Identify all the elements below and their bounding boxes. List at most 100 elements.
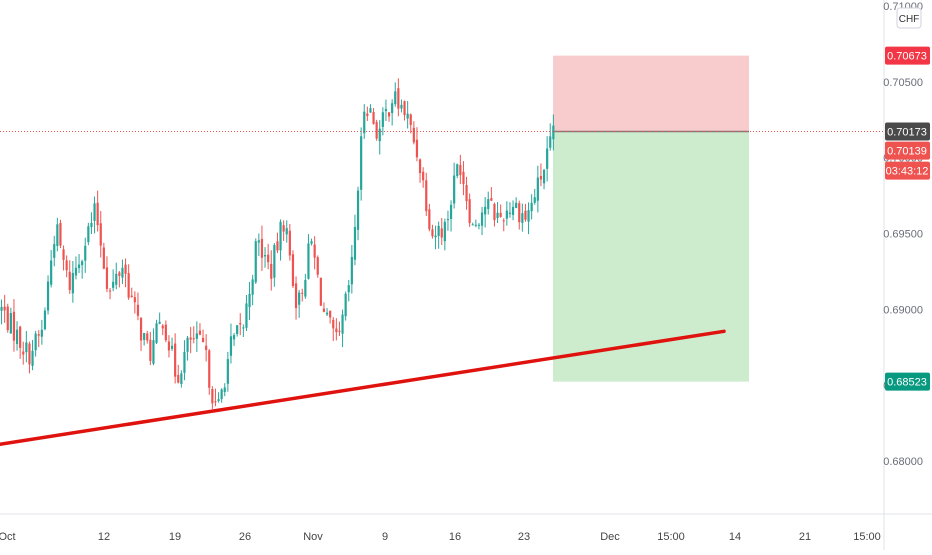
candle-body: [425, 180, 428, 212]
time-tick-label: 23: [518, 531, 530, 543]
candle-body: [251, 279, 254, 295]
candle-body: [65, 260, 68, 271]
candle: [270, 250, 273, 291]
candle: [549, 123, 552, 151]
candle-body: [192, 338, 195, 340]
candle: [539, 163, 543, 187]
candle-body: [499, 212, 502, 217]
candle-body: [453, 175, 456, 204]
candle: [552, 114, 555, 151]
candle-body: [471, 224, 474, 226]
candle: [43, 307, 47, 331]
candle: [443, 218, 446, 251]
candle: [74, 256, 78, 280]
candle: [533, 188, 536, 205]
time-tick-label: Dec: [600, 531, 620, 543]
candle: [338, 321, 341, 336]
candle: [288, 224, 291, 261]
candle: [102, 242, 105, 270]
candle: [347, 279, 350, 302]
candle-body: [53, 244, 56, 258]
candle-body: [115, 273, 118, 285]
candle-body: [223, 387, 226, 393]
candle-body: [381, 112, 384, 127]
candle: [19, 325, 22, 359]
position-zones[interactable]: [553, 55, 749, 382]
candle: [477, 223, 481, 230]
candle: [133, 291, 136, 314]
candles-layer: [0, 78, 555, 410]
candle: [425, 172, 428, 216]
candle: [136, 292, 140, 321]
candle: [112, 269, 115, 292]
candle-body: [403, 101, 406, 115]
candle: [446, 210, 450, 231]
candle-body: [288, 230, 291, 256]
candle: [115, 262, 118, 290]
price-label-bg: [885, 161, 930, 180]
price-tick-label: 0.68000: [883, 456, 923, 468]
candle-body: [301, 292, 304, 294]
candle: [301, 288, 304, 302]
candle-body: [329, 310, 332, 318]
candle-body: [118, 272, 121, 276]
candle-body: [6, 306, 9, 331]
candle-body: [37, 334, 40, 336]
take-profit-zone[interactable]: [553, 131, 749, 382]
candle-body: [112, 281, 115, 288]
candle: [546, 136, 549, 182]
candle: [177, 364, 180, 384]
candle-body: [201, 337, 205, 343]
time-tick-label: 26: [239, 531, 251, 543]
currency-button[interactable]: CHF: [896, 7, 922, 29]
candle: [363, 104, 366, 139]
candle-body: [87, 226, 90, 243]
candle-body: [276, 241, 279, 251]
candle-body: [263, 255, 267, 257]
candle: [267, 243, 270, 270]
time-tick-label: 14: [729, 531, 741, 543]
candle-body: [294, 283, 298, 309]
candle-body: [539, 175, 543, 180]
candle-body: [260, 238, 264, 258]
candle: [226, 351, 229, 392]
candle: [536, 165, 539, 213]
candle: [139, 317, 143, 351]
candle-body: [291, 254, 295, 287]
candle-body: [480, 212, 484, 226]
candle-body: [195, 333, 198, 339]
candle-body: [189, 337, 192, 340]
time-tick-label: Oct: [0, 531, 16, 543]
candle: [468, 193, 471, 227]
candle-body: [474, 224, 477, 226]
candle: [291, 250, 295, 288]
candle: [118, 270, 121, 288]
candle: [155, 319, 158, 345]
candle: [391, 99, 394, 126]
candle: [325, 308, 329, 317]
candle-body: [449, 204, 453, 219]
candle-body: [437, 225, 440, 236]
candle: [273, 243, 276, 287]
candle: [217, 392, 220, 403]
candle-body: [74, 267, 78, 276]
time-tick-label: 15:00: [853, 531, 881, 543]
candle-body: [406, 113, 409, 119]
candle: [208, 349, 211, 395]
candle-body: [155, 323, 158, 343]
candle: [356, 186, 360, 241]
candle-body: [322, 308, 326, 312]
candle-body: [93, 203, 96, 221]
candle: [316, 255, 319, 278]
trend-line[interactable]: [0, 329, 726, 447]
price-label-entry: 0.70173: [885, 122, 930, 141]
stop-loss-zone[interactable]: [553, 55, 749, 132]
candle: [310, 238, 313, 246]
candle: [521, 203, 524, 232]
candle: [195, 321, 198, 352]
candle: [205, 334, 208, 362]
candle: [515, 197, 518, 209]
time-tick-label: 21: [799, 531, 811, 543]
